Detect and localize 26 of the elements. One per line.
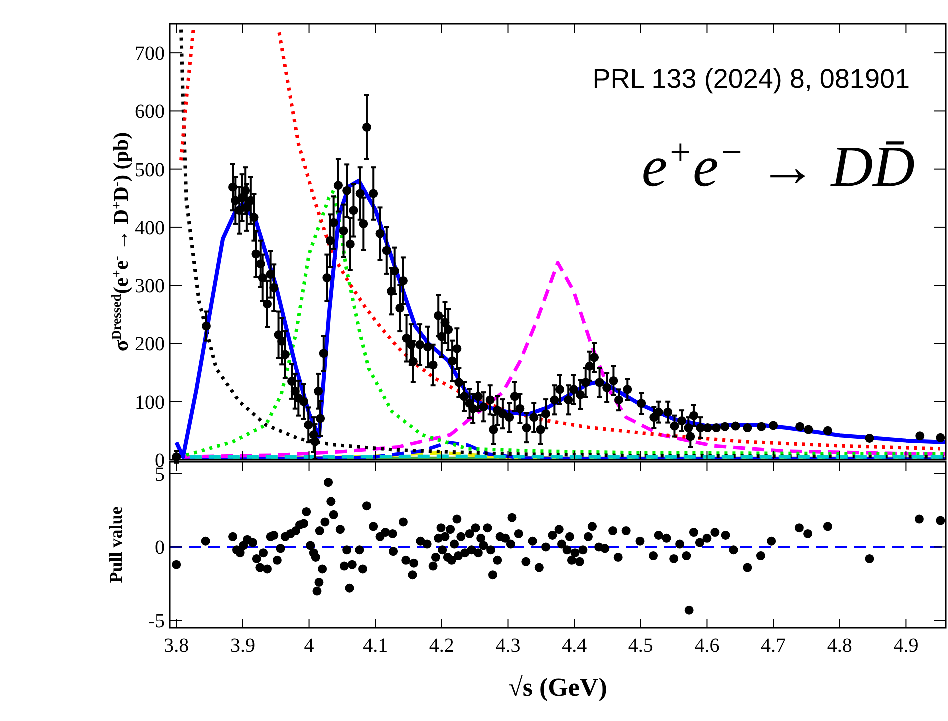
- x-tick-label: 4.2: [429, 635, 454, 657]
- x-tick-label: 4.3: [496, 635, 521, 657]
- y-tick-label: 200: [135, 334, 165, 356]
- y-tick-label: 500: [135, 159, 165, 182]
- x-tick-label: 4.4: [562, 635, 588, 657]
- annotation: e$^{+}$e$^{−}$ → DD̄: [642, 132, 916, 199]
- y-axis-title: Pull value: [106, 506, 126, 584]
- x-tick-label: 4.6: [694, 635, 720, 657]
- x-tick-label: 4.5: [628, 635, 654, 657]
- annotation: PRL 133 (2024) 8, 081901: [592, 64, 910, 94]
- y-tick-label: 0: [155, 537, 165, 560]
- y-tick-label: 300: [135, 276, 165, 298]
- x-tick-label: 3.9: [230, 635, 256, 657]
- x-tick-label: 4.1: [363, 635, 388, 657]
- y-tick-label: 700: [135, 43, 165, 66]
- line-series: [182, 261, 946, 459]
- x-tick-label: 4.7: [761, 635, 786, 657]
- x-axis-title: √s (GeV): [508, 673, 608, 702]
- y-tick-label: 600: [135, 101, 165, 124]
- y-tick-label: 400: [135, 217, 165, 240]
- x-tick-label: 4: [304, 635, 314, 657]
- y-tick-label: -5: [148, 610, 165, 633]
- y-tick-label: 100: [135, 392, 165, 414]
- x-tick-label: 4.8: [827, 635, 852, 657]
- x-tick-label: 4.9: [894, 635, 919, 657]
- x-tick-label: 3.8: [164, 635, 190, 657]
